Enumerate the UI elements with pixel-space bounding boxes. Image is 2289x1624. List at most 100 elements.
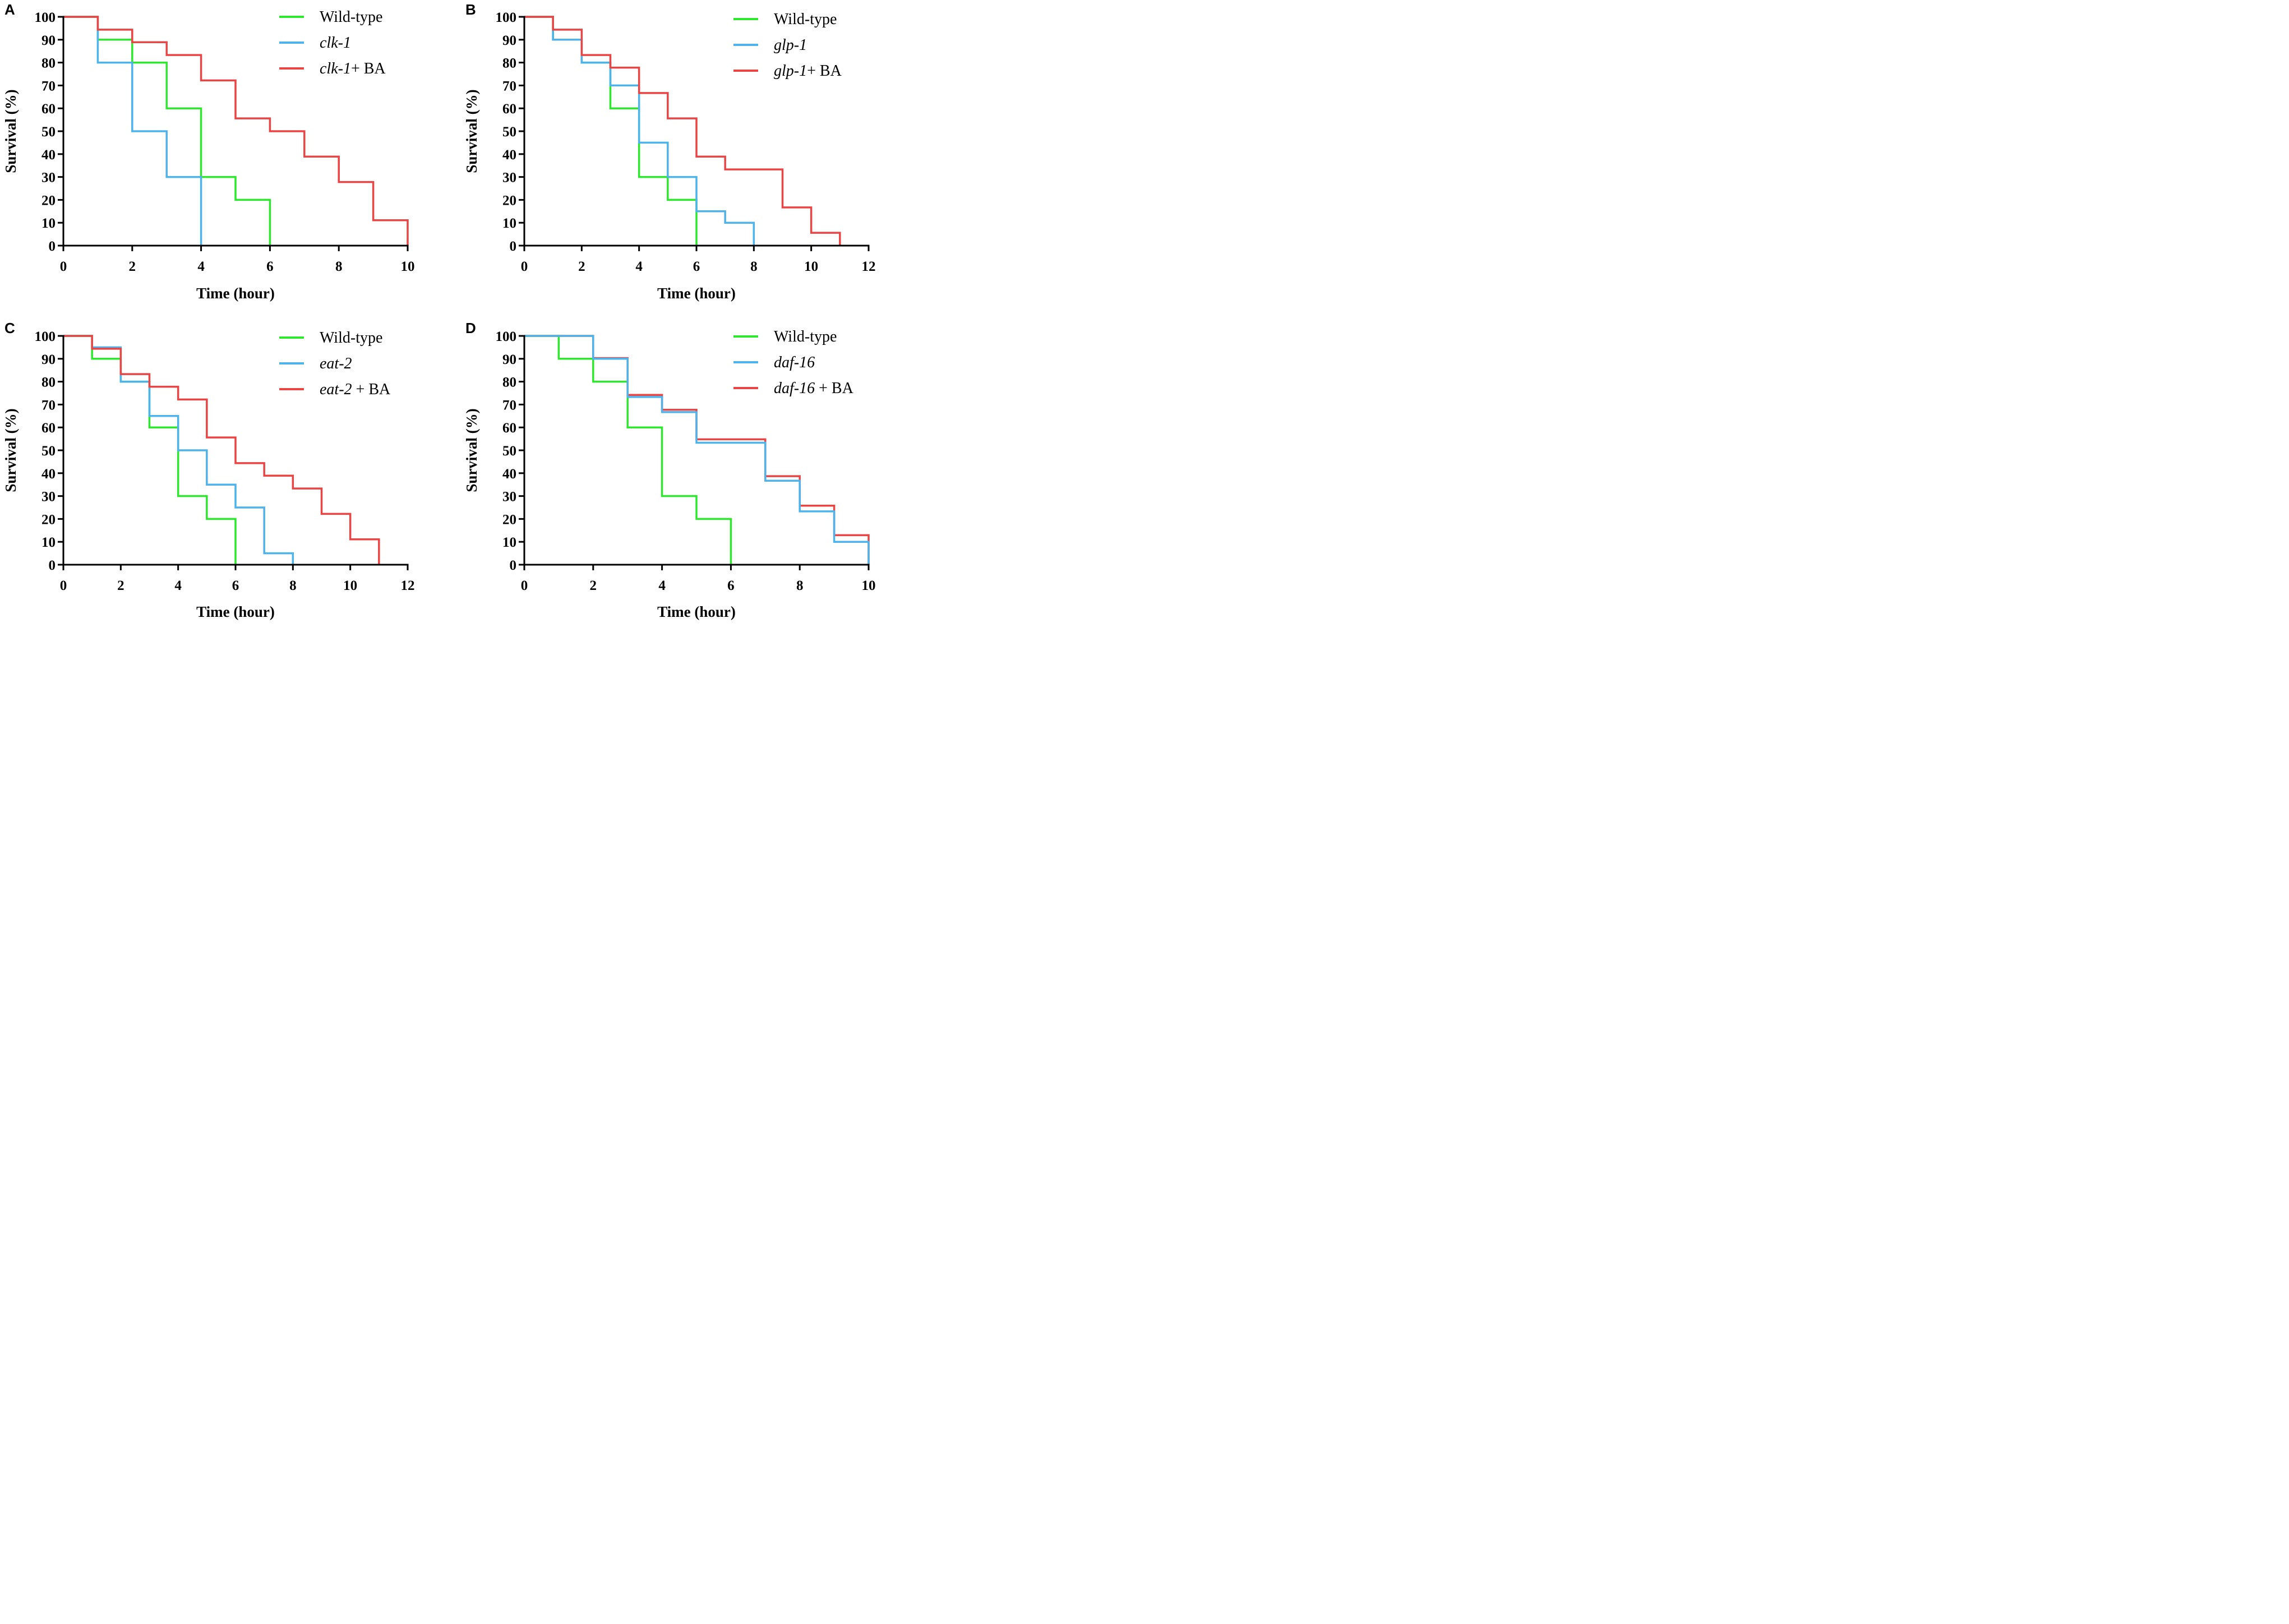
legend-label: glp-1+ BA [774, 62, 842, 80]
y-tick-label: 10 [41, 535, 56, 550]
x-axis-title: Time (hour) [196, 285, 275, 302]
legend-label: Wild-type [320, 8, 382, 26]
y-tick-label: 30 [502, 170, 516, 186]
y-tick-label: 0 [49, 239, 56, 254]
y-tick-label: 40 [41, 467, 56, 482]
x-tick-label: 10 [862, 578, 876, 593]
x-tick-label: 0 [521, 578, 528, 593]
series-line-eat-2 [63, 335, 294, 565]
y-tick-label: 80 [502, 375, 516, 390]
y-tick-label: 100 [35, 329, 56, 344]
y-tick-label: 60 [41, 101, 56, 117]
x-tick-label: 8 [750, 259, 758, 274]
x-tick-label: 4 [635, 259, 643, 274]
y-tick-label: 90 [41, 352, 56, 367]
y-tick-label: 20 [41, 193, 56, 208]
legend-label: glp-1 [774, 36, 807, 54]
y-tick-label: 10 [502, 216, 516, 231]
y-tick-label: 20 [502, 512, 516, 527]
y-tick-label: 100 [496, 329, 517, 344]
legend-label: Wild-type [774, 11, 837, 28]
y-tick-label: 100 [35, 10, 56, 25]
series-line-glp-1-ba [524, 16, 841, 246]
y-tick-label: 80 [41, 56, 56, 71]
x-tick-label: 0 [60, 259, 67, 274]
x-tick-label: 12 [862, 259, 876, 274]
y-tick-label: 0 [510, 239, 517, 254]
y-axis-title: Survival (%) [463, 89, 480, 173]
panel-letter: B [465, 1, 476, 18]
panel-D: D 0 10 20 30 40 50 60 70 80 90 100 0 2 4 6 8 10 Time (hour… [463, 320, 876, 620]
x-tick-label: 10 [401, 259, 415, 274]
y-tick-label: 70 [41, 398, 56, 413]
y-tick-label: 90 [502, 33, 516, 48]
legend-label: eat-2 [320, 355, 352, 372]
panel-letter: D [465, 320, 476, 336]
x-tick-label: 10 [804, 259, 818, 274]
y-tick-label: 50 [41, 444, 56, 459]
x-tick-label: 6 [693, 259, 700, 274]
legend-label: eat-2 + BA [320, 381, 391, 398]
y-tick-label: 20 [502, 193, 516, 208]
y-tick-label: 20 [41, 512, 56, 527]
x-tick-label: 2 [129, 259, 136, 274]
x-tick-label: 2 [578, 259, 585, 274]
y-tick-label: 30 [41, 490, 56, 505]
y-axis-title: Survival (%) [2, 408, 19, 492]
y-tick-label: 30 [41, 170, 56, 186]
series-line-clk-1-ba [63, 16, 409, 246]
series-line-eat-2-ba [63, 335, 380, 565]
x-tick-label: 4 [174, 578, 182, 593]
y-tick-label: 70 [502, 398, 516, 413]
y-tick-label: 80 [41, 375, 56, 390]
x-tick-label: 8 [335, 259, 343, 274]
panel-C: C 0 10 20 30 40 50 60 70 80 90 100 0 2 4 6 8 10 12 Time (ho… [2, 320, 415, 620]
x-axis-title: Time (hour) [657, 603, 736, 620]
x-tick-label: 4 [197, 259, 205, 274]
y-tick-label: 90 [41, 33, 56, 48]
y-axis-title: Survival (%) [463, 408, 480, 492]
y-tick-label: 70 [41, 79, 56, 94]
x-tick-label: 10 [343, 578, 357, 593]
y-tick-label: 80 [502, 56, 516, 71]
y-tick-label: 90 [502, 352, 516, 367]
x-tick-label: 2 [117, 578, 124, 593]
y-tick-label: 50 [502, 124, 516, 140]
series-line-wild-type [524, 335, 732, 565]
x-tick-label: 12 [401, 578, 415, 593]
series-line-daf-16 [524, 335, 870, 565]
y-tick-label: 50 [502, 444, 516, 459]
x-tick-label: 2 [590, 578, 597, 593]
series-line-wild-type [524, 16, 698, 246]
series-line-wild-type [63, 335, 237, 565]
y-tick-label: 100 [496, 10, 517, 25]
legend-label: Wild-type [774, 328, 837, 345]
panel-letter: A [4, 1, 15, 18]
y-axis-title: Survival (%) [2, 89, 19, 173]
y-tick-label: 60 [502, 421, 516, 436]
series-line-glp-1 [524, 16, 755, 246]
y-tick-label: 0 [49, 558, 56, 573]
series-line-clk-1 [63, 16, 202, 246]
legend-label: Wild-type [320, 329, 382, 347]
y-tick-label: 30 [502, 490, 516, 505]
x-tick-label: 8 [796, 578, 804, 593]
panel-B: B 0 10 20 30 40 50 60 70 80 90 100 0 2 4 6 8 10 12 Time (ho… [463, 1, 876, 302]
legend-label: daf-16 + BA [774, 380, 854, 397]
x-tick-label: 6 [727, 578, 735, 593]
x-tick-label: 4 [658, 578, 666, 593]
y-tick-label: 40 [41, 147, 56, 163]
x-tick-label: 6 [266, 259, 274, 274]
y-tick-label: 70 [502, 79, 516, 94]
panel-A: A 0 10 20 30 40 50 60 70 80 90 100 0 2 4 6 8 10 Time (hour… [2, 1, 415, 302]
y-tick-label: 0 [510, 558, 517, 573]
legend-label: clk-1 [320, 34, 351, 52]
y-tick-label: 50 [41, 124, 56, 140]
x-tick-label: 0 [60, 578, 67, 593]
y-tick-label: 60 [41, 421, 56, 436]
legend-label: daf-16 [774, 354, 815, 371]
y-tick-label: 10 [41, 216, 56, 231]
y-tick-label: 40 [502, 467, 516, 482]
legend-label: clk-1+ BA [320, 60, 386, 77]
